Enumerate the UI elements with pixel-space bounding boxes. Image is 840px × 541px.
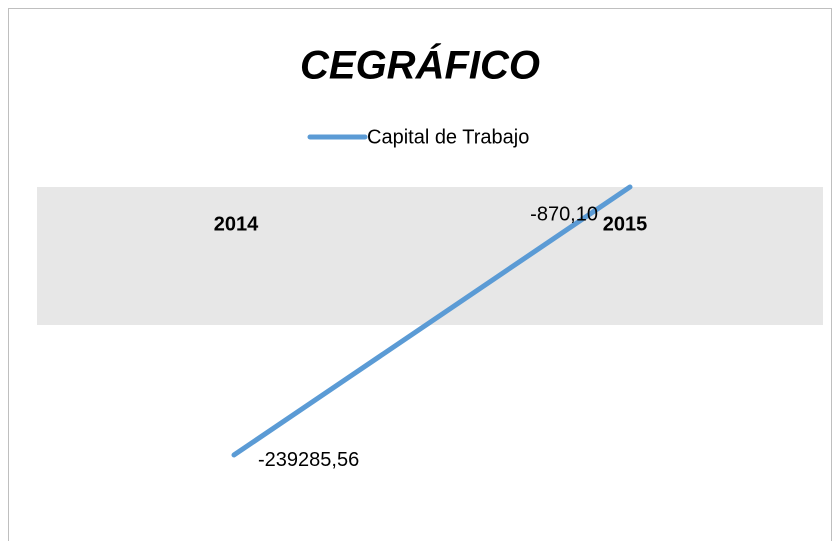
chart-border <box>8 8 832 541</box>
plot-area <box>37 187 823 325</box>
legend-label: Capital de Trabajo <box>367 126 529 148</box>
x-tick-label: 2015 <box>603 213 648 235</box>
x-tick-label: 2014 <box>214 213 259 235</box>
data-label: -870,10 <box>530 203 598 225</box>
chart-title: CEGRÁFICO <box>300 43 540 88</box>
data-label: -239285,56 <box>258 449 359 471</box>
line <box>231 184 633 458</box>
